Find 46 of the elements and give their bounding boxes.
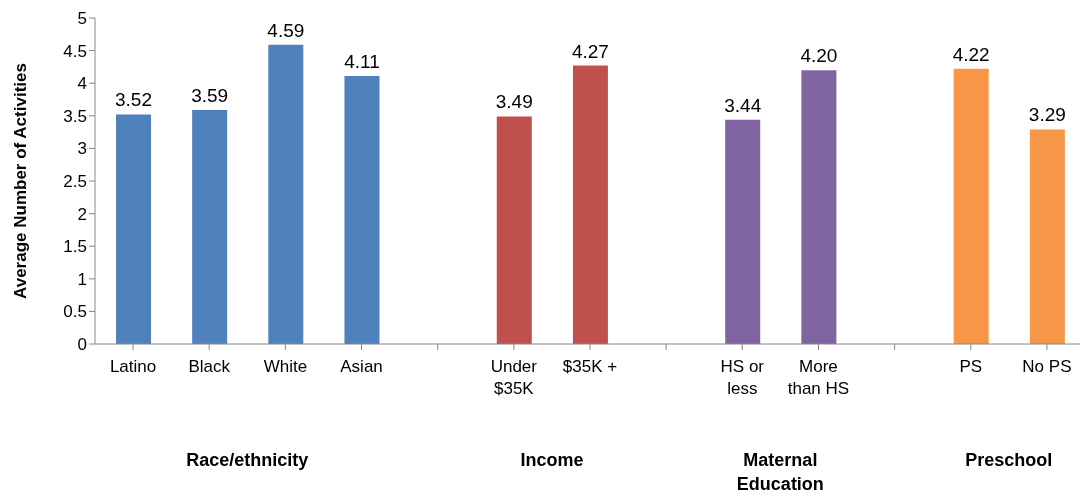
x-tick-label: Under $35K: [490, 357, 538, 399]
y-tick-label: 4.5: [63, 41, 87, 61]
x-tick-label: White: [263, 357, 308, 377]
text: Race/ethnicity: [185, 449, 310, 472]
y-tick-label: 0.5: [63, 302, 87, 322]
x-tick-label: $35K +: [562, 357, 618, 377]
data-label: 3.49: [495, 91, 533, 113]
y-axis-title: Average Number of Activities: [11, 63, 31, 299]
y-tick-label: 3.5: [63, 106, 87, 126]
data-label: 4.27: [571, 40, 609, 62]
y-tick-label: 4: [77, 74, 87, 94]
bar: [192, 109, 228, 344]
data-label: 4.20: [800, 45, 838, 67]
bar: [953, 68, 989, 344]
y-tick-label: 1: [77, 269, 87, 289]
data-label: 4.59: [267, 19, 305, 41]
y-tick-label: 3: [77, 139, 87, 159]
bar: [801, 70, 837, 344]
x-tick-label: Black: [188, 357, 231, 377]
bar: [572, 65, 608, 344]
x-tick-label: Latino: [109, 357, 157, 377]
y-tick-label: 1.5: [63, 237, 87, 257]
bar: [1029, 129, 1065, 344]
data-label: 4.22: [952, 43, 990, 65]
data-label: 3.44: [724, 94, 762, 116]
bar: [725, 119, 761, 344]
x-tick-label: Asian: [340, 357, 383, 377]
x-tick-label: No PS: [1022, 357, 1072, 377]
data-label: 3.29: [1028, 104, 1066, 126]
y-tick-label: 2: [77, 204, 87, 224]
bar: [268, 44, 304, 344]
data-label: 3.59: [191, 84, 229, 106]
data-label: 3.52: [115, 89, 152, 111]
y-tick-label: 5: [77, 9, 87, 29]
bar: [344, 76, 380, 344]
y-tick-label: 2.5: [63, 172, 87, 192]
x-tick-label: HS or less: [720, 357, 765, 399]
text: Income: [519, 449, 585, 472]
x-tick-label: More than HS: [787, 357, 850, 399]
bar: [116, 114, 151, 344]
bar: [496, 116, 532, 344]
data-label: 4.11: [344, 51, 380, 73]
x-tick-label: PS: [959, 357, 983, 377]
text: Maternal Education: [735, 449, 825, 496]
y-tick-label: 0: [77, 335, 87, 355]
text: Preschool: [964, 449, 1054, 472]
